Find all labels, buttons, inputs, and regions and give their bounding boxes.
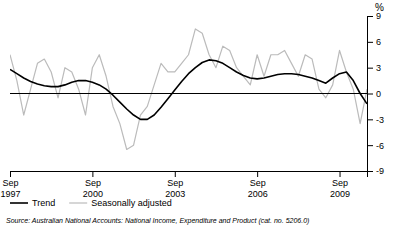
legend-item: Seasonally adjusted <box>69 198 172 208</box>
y-tick: 0 <box>367 89 381 99</box>
y-tick-label: 3 <box>376 63 381 73</box>
x-tick-label-line: Sep <box>332 178 348 188</box>
y-axis-line <box>368 17 374 172</box>
zero-line <box>10 93 367 94</box>
chart: Sep1997Sep2000Sep2003Sep2006Sep2009-9-6-… <box>0 0 397 227</box>
y-tick-mark <box>367 16 373 17</box>
x-tick-label-line: 2009 <box>330 189 350 199</box>
y-tick: -3 <box>367 115 384 125</box>
y-tick-label: -3 <box>376 115 384 125</box>
x-tick-label: Sep2006 <box>248 178 268 198</box>
x-tick-mark <box>340 171 341 177</box>
y-tick-label: 0 <box>376 89 381 99</box>
legend-label: Seasonally adjusted <box>91 198 172 208</box>
x-tick: Sep2006 <box>248 171 268 199</box>
y-tick: 3 <box>367 63 381 73</box>
y-axis-label: % <box>375 2 384 13</box>
x-tick: Sep2003 <box>165 171 185 199</box>
x-tick-mark <box>257 171 258 177</box>
x-tick-label-line: 1997 <box>0 189 20 199</box>
y-tick-label: -6 <box>376 141 384 151</box>
x-tick-label: Sep1997 <box>0 178 20 198</box>
series-line <box>10 29 367 150</box>
x-tick-label-line: Sep <box>2 178 18 188</box>
y-axis: -9-6-30369 <box>367 11 384 176</box>
y-tick-mark <box>367 68 373 69</box>
x-tick-label-line: Sep <box>85 178 101 188</box>
y-tick-label: -9 <box>376 166 384 176</box>
legend-swatch <box>69 202 87 203</box>
y-tick-mark <box>367 94 373 95</box>
legend: Trend Seasonally adjusted <box>10 198 172 208</box>
x-tick-label: Sep2003 <box>165 178 185 198</box>
y-tick-mark <box>367 145 373 146</box>
x-tick: Sep1997 <box>0 171 20 199</box>
x-tick-mark <box>175 171 176 177</box>
y-tick-mark <box>367 42 373 43</box>
series-line <box>10 60 367 119</box>
x-tick-label: Sep2000 <box>83 178 103 198</box>
y-tick-label: 6 <box>376 37 381 47</box>
y-tick-mark <box>367 171 373 172</box>
x-axis: Sep1997Sep2000Sep2003Sep2006Sep2009 <box>0 171 367 199</box>
x-tick-label: Sep2009 <box>330 178 350 198</box>
x-tick-mark <box>92 171 93 177</box>
x-axis-line <box>11 172 368 178</box>
legend-label: Trend <box>32 198 55 208</box>
y-tick: -6 <box>367 141 384 151</box>
x-tick-label-line: Sep <box>167 178 183 188</box>
y-tick-mark <box>367 119 373 120</box>
legend-swatch <box>10 202 28 204</box>
y-tick: 6 <box>367 37 381 47</box>
x-tick: Sep2000 <box>83 171 103 199</box>
x-tick-mark <box>10 171 11 177</box>
x-tick-label-line: 2006 <box>248 189 268 199</box>
plot-area <box>10 29 367 150</box>
source-note: Source: Australian National Accounts: Na… <box>6 217 309 225</box>
x-tick: Sep2009 <box>330 171 350 199</box>
y-tick: -9 <box>367 166 384 176</box>
legend-item: Trend <box>10 198 55 208</box>
x-tick-label-line: Sep <box>250 178 266 188</box>
